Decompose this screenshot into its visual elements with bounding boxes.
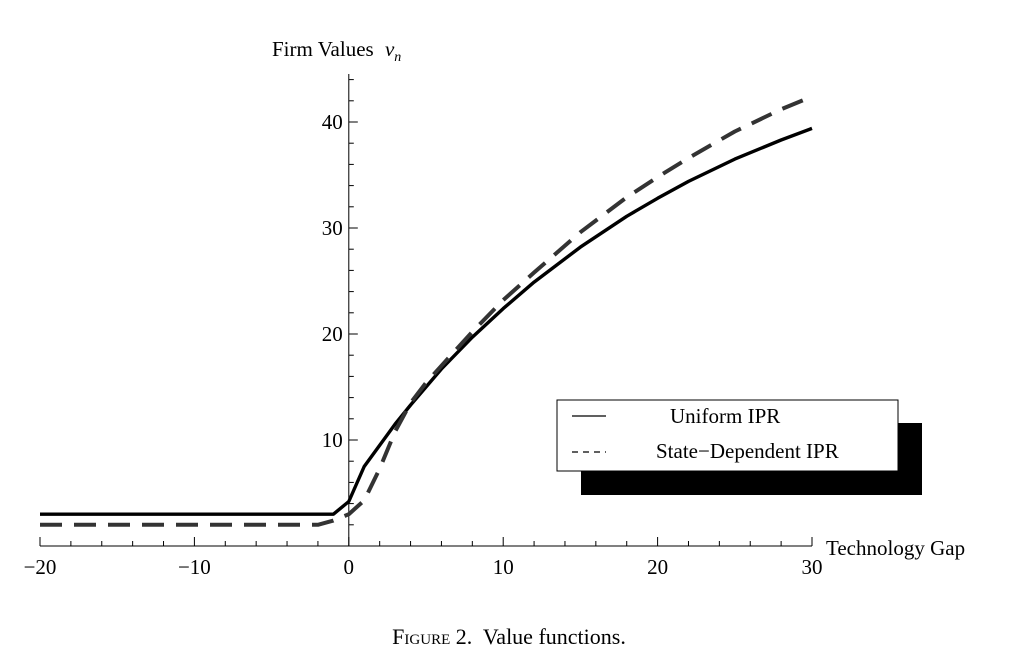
caption-text: Value functions. [482, 624, 626, 649]
series-uniform-ipr-line [40, 126, 813, 516]
y-tick-label: 30 [322, 216, 343, 240]
x-tick-label: 10 [493, 555, 514, 579]
y-axis-title-var: v [385, 37, 395, 61]
y-tick-label: 20 [322, 322, 343, 346]
value-functions-chart: −20 −10 0 10 20 30 10 20 30 40 Firm Values vn Tec… [24, 37, 966, 579]
legend-label-state-dependent: State−Dependent IPR [656, 439, 839, 463]
legend-label-uniform: Uniform IPR [670, 404, 780, 428]
series-state-dependent-ipr-line [40, 94, 813, 527]
y-tick-label: 40 [322, 110, 343, 134]
x-axis-title: Technology Gap [826, 536, 965, 560]
y-axis-title-sub: n [394, 50, 401, 65]
x-tick-label: −20 [24, 555, 57, 579]
y-axis-title-text: Firm Values [272, 37, 374, 61]
x-tick-label: 0 [344, 555, 355, 579]
axes: −20 −10 0 10 20 30 10 20 30 40 [24, 74, 823, 579]
series-layer [40, 94, 813, 527]
figure-label: Figure 2. [392, 624, 473, 649]
figure-caption: Figure 2. Value functions. [0, 624, 1018, 650]
x-tick-label: −10 [178, 555, 211, 579]
y-tick-label: 10 [322, 428, 343, 452]
legend: Uniform IPR State−Dependent IPR [556, 399, 922, 495]
legend-box [556, 399, 899, 472]
y-axis-title: Firm Values vn [272, 37, 401, 65]
x-tick-label: 30 [802, 555, 823, 579]
x-tick-label: 20 [647, 555, 668, 579]
